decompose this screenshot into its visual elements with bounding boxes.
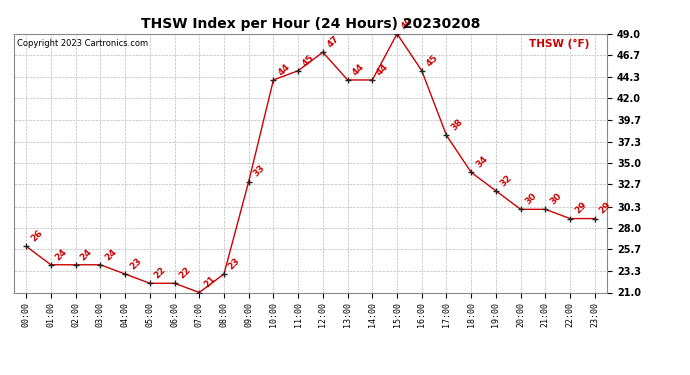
Text: 38: 38: [449, 117, 464, 133]
Text: 23: 23: [227, 256, 242, 271]
Text: 29: 29: [573, 201, 588, 216]
Text: 30: 30: [524, 192, 539, 207]
Text: 33: 33: [251, 164, 266, 179]
Text: 49: 49: [400, 16, 415, 31]
Text: 24: 24: [54, 247, 69, 262]
Text: 45: 45: [424, 53, 440, 68]
Text: 21: 21: [202, 274, 217, 290]
Text: 24: 24: [103, 247, 119, 262]
Text: 32: 32: [499, 173, 514, 188]
Title: THSW Index per Hour (24 Hours) 20230208: THSW Index per Hour (24 Hours) 20230208: [141, 17, 480, 31]
Text: 44: 44: [375, 62, 391, 77]
Text: 34: 34: [474, 154, 489, 170]
Text: 26: 26: [29, 228, 44, 243]
Text: 22: 22: [152, 265, 168, 280]
Text: 45: 45: [301, 53, 316, 68]
Text: 30: 30: [548, 192, 563, 207]
Text: 44: 44: [276, 62, 292, 77]
Text: Copyright 2023 Cartronics.com: Copyright 2023 Cartronics.com: [17, 39, 148, 48]
Text: THSW (°F): THSW (°F): [529, 39, 589, 49]
Text: 24: 24: [79, 247, 94, 262]
Text: 29: 29: [598, 201, 613, 216]
Text: 22: 22: [177, 265, 193, 280]
Text: 23: 23: [128, 256, 143, 271]
Text: 47: 47: [326, 34, 341, 50]
Text: 44: 44: [351, 62, 366, 77]
